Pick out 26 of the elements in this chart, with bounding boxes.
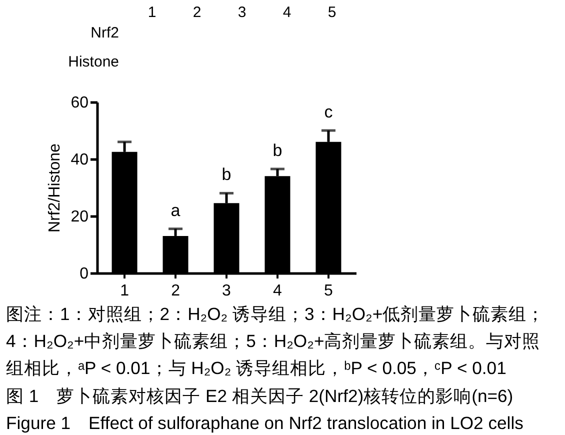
x-tick-label: 4: [273, 282, 282, 300]
text: Nrf2: [90, 24, 119, 42]
y-tick-label: 0: [80, 266, 89, 282]
y-tick-label: 20: [70, 208, 89, 226]
text: Histone: [68, 54, 119, 70]
annotation: b: [222, 165, 232, 184]
category-label: 1: [148, 4, 156, 21]
category-label: 5: [328, 4, 336, 21]
x-tick-label: 1: [120, 282, 130, 300]
text: 组相比，ᵃP < 0.01；与 H₂O₂ 诱导组相比，ᵇP < 0.05，ᶜP < 0.01: [6, 358, 506, 378]
y-tick-label: 60: [70, 94, 89, 112]
text: 图注：1：对照组；2：H₂O₂ 诱导组；3：H₂O₂+低剂量萝卜硫素组；: [6, 304, 545, 324]
y-tick-label: 40: [70, 152, 89, 168]
x-tick-label: 3: [222, 282, 232, 300]
annotation: a: [170, 200, 181, 220]
x-tick-label: 5: [324, 282, 334, 300]
text: 4：H₂O₂+中剂量萝卜硫素组；5：H₂O₂+高剂量萝卜硫素组。与对照: [6, 331, 540, 351]
category-label: 3: [238, 4, 246, 21]
category-label: 2: [192, 4, 202, 21]
y-axis-title: Nrf2/Histone: [46, 143, 64, 232]
annotation: c: [324, 102, 334, 122]
text: Figure 1 Effect of sulforaphane on Nrf2 translocation in LO2 cells: [6, 413, 524, 433]
annotation: b: [272, 140, 282, 160]
category-label: 4: [282, 4, 292, 21]
x-tick-label: 2: [171, 282, 180, 300]
text: 图 1 萝卜硫素对核因子 E2 相关因子 2(Nrf2)核转位的影响(n=6): [6, 386, 514, 406]
